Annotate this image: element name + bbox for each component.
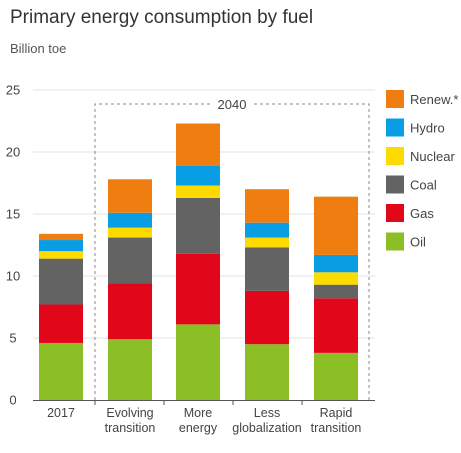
x-tick-label-2-0: More	[184, 406, 213, 420]
bar-2-0	[176, 324, 220, 400]
legend-swatch-4	[386, 204, 404, 222]
legend-swatch-5	[386, 232, 404, 251]
bar-3-2	[245, 247, 289, 291]
y-tick-label-10: 10	[6, 269, 20, 284]
bar-4-4	[314, 254, 358, 273]
x-tick-label-4-0: Rapid	[320, 406, 353, 420]
legend-label-5: Oil	[410, 235, 426, 250]
bar-3-0	[245, 344, 289, 400]
bar-0-4	[39, 240, 83, 252]
y-tick-label-25: 25	[6, 83, 20, 98]
y-tick-label-5: 5	[9, 331, 16, 346]
x-tick-label-4-1: transition	[311, 421, 362, 435]
bar-4-2	[314, 284, 358, 299]
x-tick-label-1-1: transition	[105, 421, 156, 435]
bar-3-4	[245, 222, 289, 238]
x-tick-label-3-0: Less	[254, 406, 280, 420]
x-tick-label-0-0: 2017	[47, 406, 75, 420]
chart-subtitle: Billion toe	[10, 41, 67, 56]
legend-label-2: Nuclear	[410, 149, 455, 164]
legend-swatch-3	[386, 175, 404, 194]
legend: Renew.* Hydro Nuclear Coal Gas Oil	[386, 90, 458, 251]
legend-label-0: Renew.*	[410, 92, 458, 107]
bar-1-5	[108, 179, 152, 213]
bar-3-1	[245, 290, 289, 345]
bar-0-5	[39, 233, 83, 241]
bar-4-0	[314, 352, 358, 400]
x-tick-label-2-1: energy	[179, 421, 218, 435]
legend-swatch-2	[386, 147, 404, 165]
bar-4-3	[314, 272, 358, 285]
bar-1-1	[108, 283, 152, 340]
y-tick-label-20: 20	[6, 145, 20, 160]
bar-2-3	[176, 185, 220, 198]
bar-3-3	[245, 237, 289, 248]
group-box-outline	[94, 103, 370, 400]
legend-swatch-0	[386, 90, 404, 108]
x-axis	[33, 400, 375, 405]
bar-2-1	[176, 253, 220, 325]
bars	[39, 123, 358, 400]
legend-label-1: Hydro	[410, 121, 445, 136]
bar-2-4	[176, 165, 220, 186]
legend-label-3: Coal	[410, 178, 437, 193]
legend-swatch-1	[386, 118, 404, 137]
group-box: 2040	[94, 97, 370, 400]
y-axis-ticks: 0 5 10 15 20 25	[6, 83, 20, 408]
bar-2-5	[176, 123, 220, 166]
chart-title: Primary energy consumption by fuel	[10, 7, 314, 28]
x-tick-label-1-0: Evolving	[106, 406, 153, 420]
bar-0-1	[39, 304, 83, 343]
bar-1-2	[108, 237, 152, 284]
bar-0-2	[39, 258, 83, 305]
x-axis-labels: 2017 EvolvingtransitionMoreenergyLessglob…	[47, 406, 361, 435]
bar-4-5	[314, 196, 358, 255]
y-tick-label-0: 0	[9, 393, 16, 408]
bar-1-3	[108, 227, 152, 238]
y-tick-label-15: 15	[6, 207, 20, 222]
bar-3-5	[245, 189, 289, 223]
bar-4-1	[314, 298, 358, 353]
bar-0-0	[39, 342, 83, 400]
group-label: 2040	[218, 97, 247, 112]
bar-2-2	[176, 197, 220, 254]
bar-0-3	[39, 251, 83, 259]
x-tick-label-3-1: globalization	[232, 421, 302, 435]
bar-1-4	[108, 212, 152, 228]
bar-1-0	[108, 339, 152, 400]
legend-label-4: Gas	[410, 206, 434, 221]
